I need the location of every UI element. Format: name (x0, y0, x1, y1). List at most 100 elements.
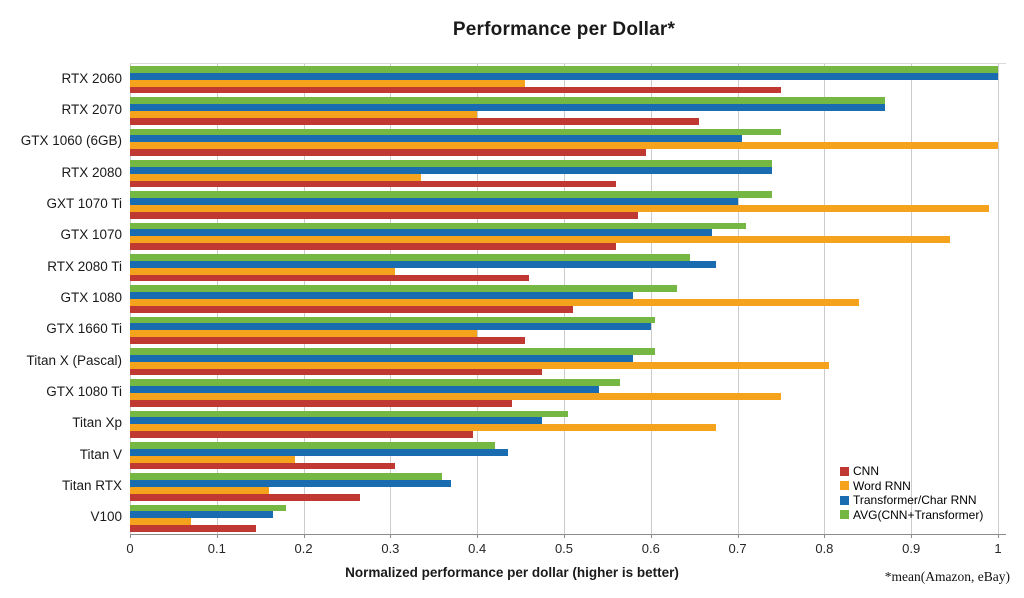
category-label: Titan V (79, 446, 122, 462)
bar-avg-cnn-transformer (130, 410, 569, 418)
x-tick-mark (911, 534, 913, 538)
x-tick-mark (390, 534, 392, 538)
bar-transformer-char-rnn (130, 386, 599, 393)
bar-word-rnn (130, 361, 829, 369)
legend-item: AVG(CNN+Transformer) (840, 508, 983, 523)
bar-transformer-char-rnn (130, 354, 634, 362)
bar-avg-cnn-transformer (130, 473, 443, 481)
bar-cnn (130, 211, 638, 219)
bar-avg-cnn-transformer (130, 222, 747, 230)
bar-cnn (130, 525, 256, 533)
legend-item: Word RNN (840, 479, 983, 494)
bar-avg-cnn-transformer (130, 159, 773, 167)
x-tick-mark (130, 534, 131, 538)
bar-transformer-char-rnn (130, 135, 742, 143)
bar-word-rnn (130, 487, 269, 494)
bar-transformer-char-rnn (130, 260, 716, 268)
category-label: RTX 2070 (61, 102, 122, 117)
category-label: V100 (90, 509, 122, 525)
legend: CNN Word RNN Transformer/Char RNN AVG(CNN+T… (840, 464, 983, 522)
category-label: RTX 2080 Ti (47, 258, 122, 274)
bar-transformer-char-rnn (130, 448, 508, 456)
x-tick-mark (824, 534, 826, 538)
x-tick-label: 0.2 (294, 541, 313, 556)
footnote: *mean(Amazon, eBay) (884, 569, 1010, 584)
legend-label: AVG(CNN+Transformer) (853, 507, 984, 522)
bar-word-rnn (130, 330, 478, 338)
bar-cnn (130, 274, 530, 282)
legend-swatch-cnn (840, 466, 849, 476)
bar-avg-cnn-transformer (130, 128, 781, 136)
bar-word-rnn (130, 299, 860, 306)
legend-swatch-transformer-char-rnn (840, 495, 849, 505)
bar-transformer-char-rnn (130, 229, 712, 237)
bar-transformer-char-rnn (130, 511, 274, 519)
bar-avg-cnn-transformer (130, 191, 773, 199)
x-axis-label: Normalized performance per dollar (highe… (345, 565, 679, 580)
bar-cnn (130, 431, 473, 439)
x-tick-label: 0.5 (554, 541, 574, 556)
x-tick-mark (998, 534, 999, 538)
category-label: Titan X (Pascal) (26, 352, 122, 368)
legend-swatch-avg-cnn-transformer (840, 510, 849, 520)
chart-title: Performance per Dollar* (452, 19, 676, 40)
x-tick-label: 0.6 (641, 541, 660, 556)
bar-transformer-char-rnn (130, 72, 998, 80)
bar-avg-cnn-transformer (130, 441, 495, 449)
bar-word-rnn (130, 518, 191, 526)
category-label: Titan RTX (61, 478, 122, 493)
x-tick-mark (216, 534, 218, 538)
bar-transformer-char-rnn (130, 480, 452, 487)
bar-cnn (130, 493, 361, 501)
category-label: GTX 1080 Ti (46, 384, 122, 399)
category-label: GTX 1060 (6GB) (20, 133, 122, 149)
bar-word-rnn (130, 173, 421, 181)
bar-avg-cnn-transformer (130, 316, 656, 324)
bar-avg-cnn-transformer (130, 347, 656, 355)
category-label: RTX 2060 (61, 70, 122, 86)
x-tick-mark (650, 534, 652, 538)
bar-word-rnn (130, 142, 998, 150)
bar-word-rnn (130, 236, 951, 244)
x-tick-label: 1 (994, 541, 1002, 556)
legend-swatch-word-rnn (840, 481, 849, 491)
bar-avg-cnn-transformer (130, 253, 690, 261)
bar-cnn (130, 337, 525, 345)
x-tick-mark (564, 534, 565, 538)
bar-transformer-char-rnn (130, 166, 773, 174)
bar-cnn (130, 117, 699, 125)
x-tick-label: 0.1 (207, 541, 226, 556)
bar-transformer-char-rnn (130, 323, 651, 331)
bar-word-rnn (130, 205, 990, 212)
bar-avg-cnn-transformer (130, 504, 287, 512)
x-tick-label: 0.4 (468, 541, 487, 556)
bar-cnn (130, 149, 647, 157)
bar-avg-cnn-transformer (130, 285, 677, 293)
x-tick-label: 0.8 (815, 541, 834, 556)
bar-avg-cnn-transformer (130, 65, 998, 73)
gridline (911, 64, 913, 534)
bar-cnn (130, 243, 617, 251)
bar-word-rnn (130, 79, 525, 87)
bar-word-rnn (130, 267, 395, 275)
plot-area: 0 0.1 0.2 0.3 0.4 0.5 0.6 0.7 0.8 0.9 1 RTX 2060 RTX… (21, 63, 1006, 556)
category-label: GTX 1660 Ti (46, 321, 122, 337)
category-label: RTX 2080 (61, 164, 122, 180)
x-tick-mark (737, 534, 739, 538)
bar-transformer-char-rnn (130, 292, 634, 299)
x-tick-label: 0.3 (381, 541, 400, 556)
legend-item: CNN (840, 464, 983, 479)
bar-cnn (130, 305, 573, 313)
bar-avg-cnn-transformer (130, 379, 621, 387)
bar-cnn (130, 368, 543, 376)
x-tick-label: 0.7 (728, 541, 747, 556)
category-label: GTX 1080 (60, 290, 122, 305)
bar-word-rnn (130, 424, 716, 432)
x-tick-label: 0 (126, 541, 134, 556)
legend-label: Word RNN (853, 478, 911, 493)
bar-cnn (130, 180, 617, 188)
bar-transformer-char-rnn (130, 198, 738, 205)
bar-transformer-char-rnn (130, 104, 886, 111)
legend-item: Transformer/Char RNN (840, 493, 983, 508)
